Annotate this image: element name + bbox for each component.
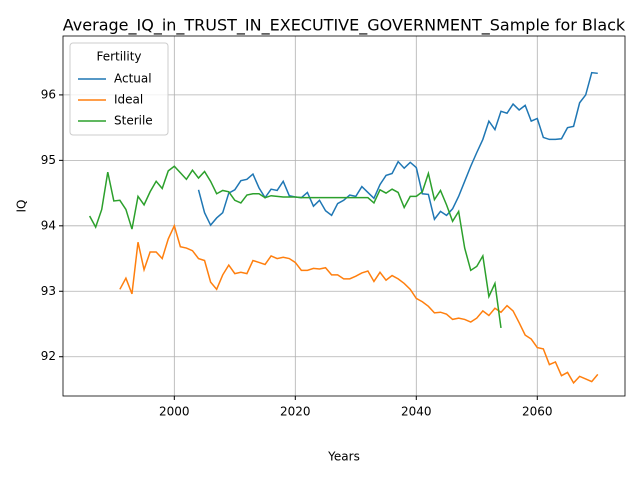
line-series [197, 71, 598, 227]
plot-frame [62, 35, 626, 397]
legend-box [69, 42, 169, 136]
x-tick-label: 2020 [280, 405, 311, 419]
y-tick-label: 93 [41, 284, 56, 298]
line-series [88, 165, 502, 329]
chart-title: Average_IQ_in_TRUST_IN_EXECUTIVE_GOVERNM… [63, 16, 626, 36]
line-series [119, 223, 599, 385]
y-axis-label: IQ [15, 200, 29, 213]
x-axis-label: Years [327, 450, 360, 464]
x-tick-label: 2060 [522, 405, 553, 419]
x-tick-label: 2040 [401, 405, 432, 419]
legend-title: Fertility [96, 50, 141, 64]
legend-label: Ideal [114, 93, 143, 107]
legend-label: Actual [114, 72, 152, 86]
y-tick-label: 94 [41, 218, 56, 232]
x-tick-label: 2000 [159, 405, 190, 419]
legend-label: Sterile [114, 114, 153, 128]
y-tick-label: 96 [41, 87, 56, 101]
y-tick-label: 92 [41, 349, 56, 363]
y-tick-label: 95 [41, 153, 56, 167]
